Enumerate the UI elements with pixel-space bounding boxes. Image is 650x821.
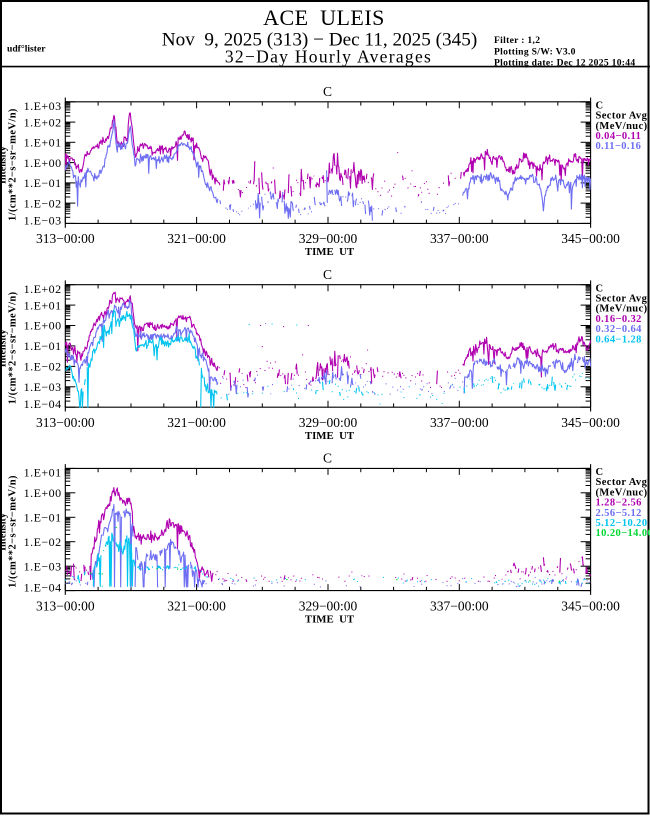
- svg-text:1.E−02: 1.E−02: [24, 360, 62, 374]
- svg-text:1.E+00: 1.E+00: [24, 156, 62, 170]
- svg-text:1.E−01: 1.E−01: [24, 511, 62, 525]
- svg-text:1/(cm**2−s−sr−meV/n): 1/(cm**2−s−sr−meV/n): [8, 291, 19, 404]
- svg-text:1.E−03: 1.E−03: [24, 213, 62, 227]
- svg-text:Filter : 1,2: Filter : 1,2: [494, 35, 540, 46]
- svg-text:1/(cm**2−s−sr−meV/n): 1/(cm**2−s−sr−meV/n): [8, 108, 19, 221]
- svg-text:C: C: [323, 451, 332, 466]
- svg-text:0.64−1.28: 0.64−1.28: [596, 334, 642, 345]
- svg-text:321−00:00: 321−00:00: [167, 415, 226, 430]
- svg-text:10.20−14.00: 10.20−14.00: [596, 528, 650, 539]
- svg-text:1.E−03: 1.E−03: [24, 380, 62, 394]
- svg-text:TIME UT: TIME UT: [305, 430, 355, 442]
- svg-text:Plotting S/W: V3.0: Plotting S/W: V3.0: [494, 46, 576, 57]
- svg-text:1/(cm**2−s−sr−meV/n): 1/(cm**2−s−sr−meV/n): [8, 475, 19, 588]
- svg-text:313−00:00: 313−00:00: [36, 598, 95, 613]
- svg-text:TIME UT: TIME UT: [305, 613, 355, 625]
- svg-text:32−Day Hourly Averages: 32−Day Hourly Averages: [225, 46, 432, 66]
- svg-text:1.E−01: 1.E−01: [24, 339, 62, 353]
- svg-text:329−00:00: 329−00:00: [299, 415, 358, 430]
- svg-text:337−00:00: 337−00:00: [430, 231, 489, 246]
- svg-text:1.E−01: 1.E−01: [24, 176, 62, 190]
- svg-text:1.E−04: 1.E−04: [24, 581, 62, 595]
- svg-text:TIME UT: TIME UT: [305, 246, 355, 258]
- svg-text:ACE ULEIS: ACE ULEIS: [263, 5, 385, 30]
- svg-text:C: C: [323, 267, 332, 282]
- svg-text:1.E+03: 1.E+03: [24, 99, 62, 113]
- svg-text:345−00:00: 345−00:00: [561, 231, 620, 246]
- svg-text:321−00:00: 321−00:00: [167, 598, 226, 613]
- svg-text:1.E+02: 1.E+02: [24, 282, 62, 296]
- svg-text:1.E−04: 1.E−04: [24, 397, 62, 411]
- svg-text:329−00:00: 329−00:00: [299, 598, 358, 613]
- svg-text:1.E−02: 1.E−02: [24, 535, 62, 549]
- svg-text:345−00:00: 345−00:00: [561, 598, 620, 613]
- svg-text:337−00:00: 337−00:00: [430, 598, 489, 613]
- svg-text:1.E+00: 1.E+00: [24, 319, 62, 333]
- svg-text:345−00:00: 345−00:00: [561, 415, 620, 430]
- svg-text:337−00:00: 337−00:00: [430, 415, 489, 430]
- svg-text:1.E+01: 1.E+01: [24, 136, 62, 150]
- svg-text:329−00:00: 329−00:00: [299, 231, 358, 246]
- svg-text:Plotting date: Dec 12 2025 10:: Plotting date: Dec 12 2025 10:44: [494, 58, 636, 69]
- svg-text:udf°lister: udf°lister: [7, 44, 46, 55]
- svg-text:0.11−0.16: 0.11−0.16: [596, 141, 642, 152]
- svg-text:1.E+02: 1.E+02: [24, 115, 62, 129]
- svg-text:C: C: [323, 84, 332, 99]
- svg-text:1.E−03: 1.E−03: [24, 559, 62, 573]
- svg-text:1.E+01: 1.E+01: [24, 466, 62, 480]
- svg-text:1.E−02: 1.E−02: [24, 196, 62, 210]
- svg-text:1.E+00: 1.E+00: [24, 486, 62, 500]
- svg-text:321−00:00: 321−00:00: [167, 231, 226, 246]
- svg-text:313−00:00: 313−00:00: [36, 415, 95, 430]
- svg-text:313−00:00: 313−00:00: [36, 231, 95, 246]
- svg-text:1.E+01: 1.E+01: [24, 298, 62, 312]
